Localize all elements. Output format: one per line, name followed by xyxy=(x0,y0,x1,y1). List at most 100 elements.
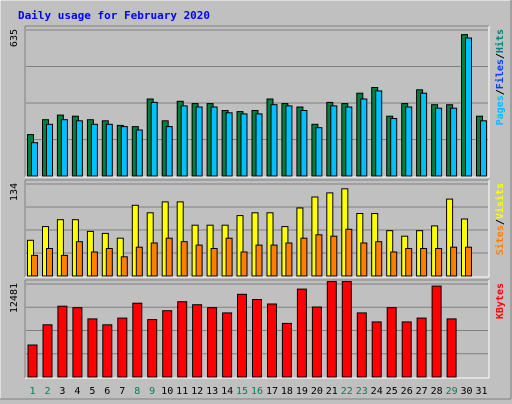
bar-files-day-16 xyxy=(255,113,263,177)
x-tick-label-day-23: 23 xyxy=(356,386,368,397)
bar-files-day-10 xyxy=(165,126,173,177)
bar-kbytes-day-27 xyxy=(416,317,427,378)
bar-kbytes-day-1 xyxy=(27,344,38,378)
bar-sites-day-5 xyxy=(90,251,98,277)
bar-sites-day-22 xyxy=(345,228,353,277)
bar-sites-day-3 xyxy=(60,254,68,277)
bar-kbytes-day-24 xyxy=(371,321,382,378)
bar-files-day-1 xyxy=(31,142,38,177)
bar-kbytes-day-19 xyxy=(296,288,307,378)
bar-sites-day-28 xyxy=(435,248,443,277)
x-tick-label-day-22: 22 xyxy=(341,386,353,397)
bar-files-day-3 xyxy=(60,119,68,177)
bar-kbytes-day-25 xyxy=(386,307,397,378)
x-tick-label-day-15: 15 xyxy=(236,386,248,397)
panel-kbytes-max-label: 12481 xyxy=(9,283,20,313)
bar-kbytes-day-20 xyxy=(311,306,322,378)
bar-files-day-21 xyxy=(330,105,338,177)
x-tick-label-day-12: 12 xyxy=(191,386,203,397)
bar-sites-day-13 xyxy=(210,248,218,277)
x-tick-label-day-7: 7 xyxy=(119,386,125,397)
bar-kbytes-day-4 xyxy=(72,307,83,378)
x-tick-label-day-18: 18 xyxy=(281,386,293,397)
bar-sites-day-14 xyxy=(225,237,233,277)
bar-kbytes-day-10 xyxy=(162,310,173,378)
x-tick-label-day-20: 20 xyxy=(311,386,323,397)
bar-files-day-18 xyxy=(285,105,293,177)
bar-files-day-6 xyxy=(105,123,113,177)
x-tick-label-day-19: 19 xyxy=(296,386,308,397)
bar-sites-day-25 xyxy=(390,251,398,277)
bar-files-day-30 xyxy=(465,37,472,177)
bar-files-day-28 xyxy=(435,107,443,177)
bar-sites-day-23 xyxy=(360,242,368,277)
bar-visits-day-17 xyxy=(266,212,274,277)
bar-files-day-29 xyxy=(450,107,458,177)
bar-kbytes-day-26 xyxy=(401,321,412,378)
bar-kbytes-day-13 xyxy=(207,307,218,378)
bar-sites-day-19 xyxy=(300,237,308,277)
bar-files-day-11 xyxy=(180,105,188,177)
bar-files-day-23 xyxy=(360,98,368,177)
bar-kbytes-day-2 xyxy=(42,324,53,378)
bar-files-day-13 xyxy=(210,106,218,177)
bar-sites-day-4 xyxy=(75,241,83,277)
bar-sites-day-20 xyxy=(315,234,323,277)
bar-kbytes-day-11 xyxy=(177,301,188,378)
panel-pages-files-hits-legend: Pages/Files/Hits xyxy=(494,29,506,125)
bar-sites-day-12 xyxy=(195,244,203,277)
bar-visits-day-3 xyxy=(56,219,64,277)
x-tick-label-day-17: 17 xyxy=(266,386,278,397)
legend-entry-2: Visits xyxy=(494,183,506,219)
legend-entry-2: Files xyxy=(494,59,506,89)
bar-kbytes-day-15 xyxy=(237,293,247,378)
bar-kbytes-day-29 xyxy=(446,318,457,378)
bar-sites-day-2 xyxy=(46,248,53,277)
bar-sites-day-7 xyxy=(120,256,128,277)
bar-visits-day-15 xyxy=(236,215,244,277)
legend-entry-0: Sites xyxy=(494,225,506,255)
x-tick-label-day-16: 16 xyxy=(251,386,263,397)
bar-sites-day-24 xyxy=(375,241,383,277)
x-tick-label-day-8: 8 xyxy=(134,386,140,397)
x-tick-label-day-13: 13 xyxy=(206,386,218,397)
bar-kbytes-day-28 xyxy=(431,285,442,378)
bar-sites-day-29 xyxy=(450,246,458,277)
bar-kbytes-day-16 xyxy=(252,299,262,378)
bar-sites-day-30 xyxy=(465,246,472,277)
bar-kbytes-day-7 xyxy=(117,317,128,378)
bar-kbytes-day-18 xyxy=(281,322,292,378)
bar-files-day-4 xyxy=(75,120,83,177)
x-tick-label-day-27: 27 xyxy=(416,386,428,397)
x-tick-label-day-1: 1 xyxy=(29,386,35,397)
bar-files-day-20 xyxy=(315,127,323,177)
x-tick-label-day-9: 9 xyxy=(149,386,155,397)
x-tick-label-day-26: 26 xyxy=(401,386,413,397)
x-tick-label-day-28: 28 xyxy=(431,386,443,397)
bar-visits-day-16 xyxy=(251,212,259,277)
bar-visits-day-29 xyxy=(446,198,454,277)
bar-sites-day-17 xyxy=(270,244,278,277)
bar-kbytes-day-22 xyxy=(341,281,352,378)
x-tick-label-day-14: 14 xyxy=(221,386,233,397)
bar-visits-day-11 xyxy=(176,201,184,277)
bar-kbytes-day-5 xyxy=(87,318,98,378)
x-tick-label-day-30: 30 xyxy=(460,386,472,397)
bar-kbytes-day-8 xyxy=(132,302,143,378)
x-tick-label-day-29: 29 xyxy=(446,386,458,397)
bar-kbytes-day-12 xyxy=(192,304,203,378)
bar-sites-day-11 xyxy=(180,241,188,277)
bar-files-day-15 xyxy=(240,113,248,177)
chart-title: Daily usage for February 2020 xyxy=(18,9,210,22)
x-tick-label-day-24: 24 xyxy=(371,386,383,397)
bar-files-day-24 xyxy=(375,90,383,177)
bar-kbytes-day-9 xyxy=(147,319,158,378)
bar-sites-day-10 xyxy=(165,237,173,277)
x-tick-label-day-5: 5 xyxy=(89,386,95,397)
bar-visits-day-8 xyxy=(131,204,139,277)
bar-files-day-19 xyxy=(300,110,308,177)
panel-sites-visits-max-label: 134 xyxy=(9,183,20,201)
x-tick-label-day-10: 10 xyxy=(161,386,173,397)
